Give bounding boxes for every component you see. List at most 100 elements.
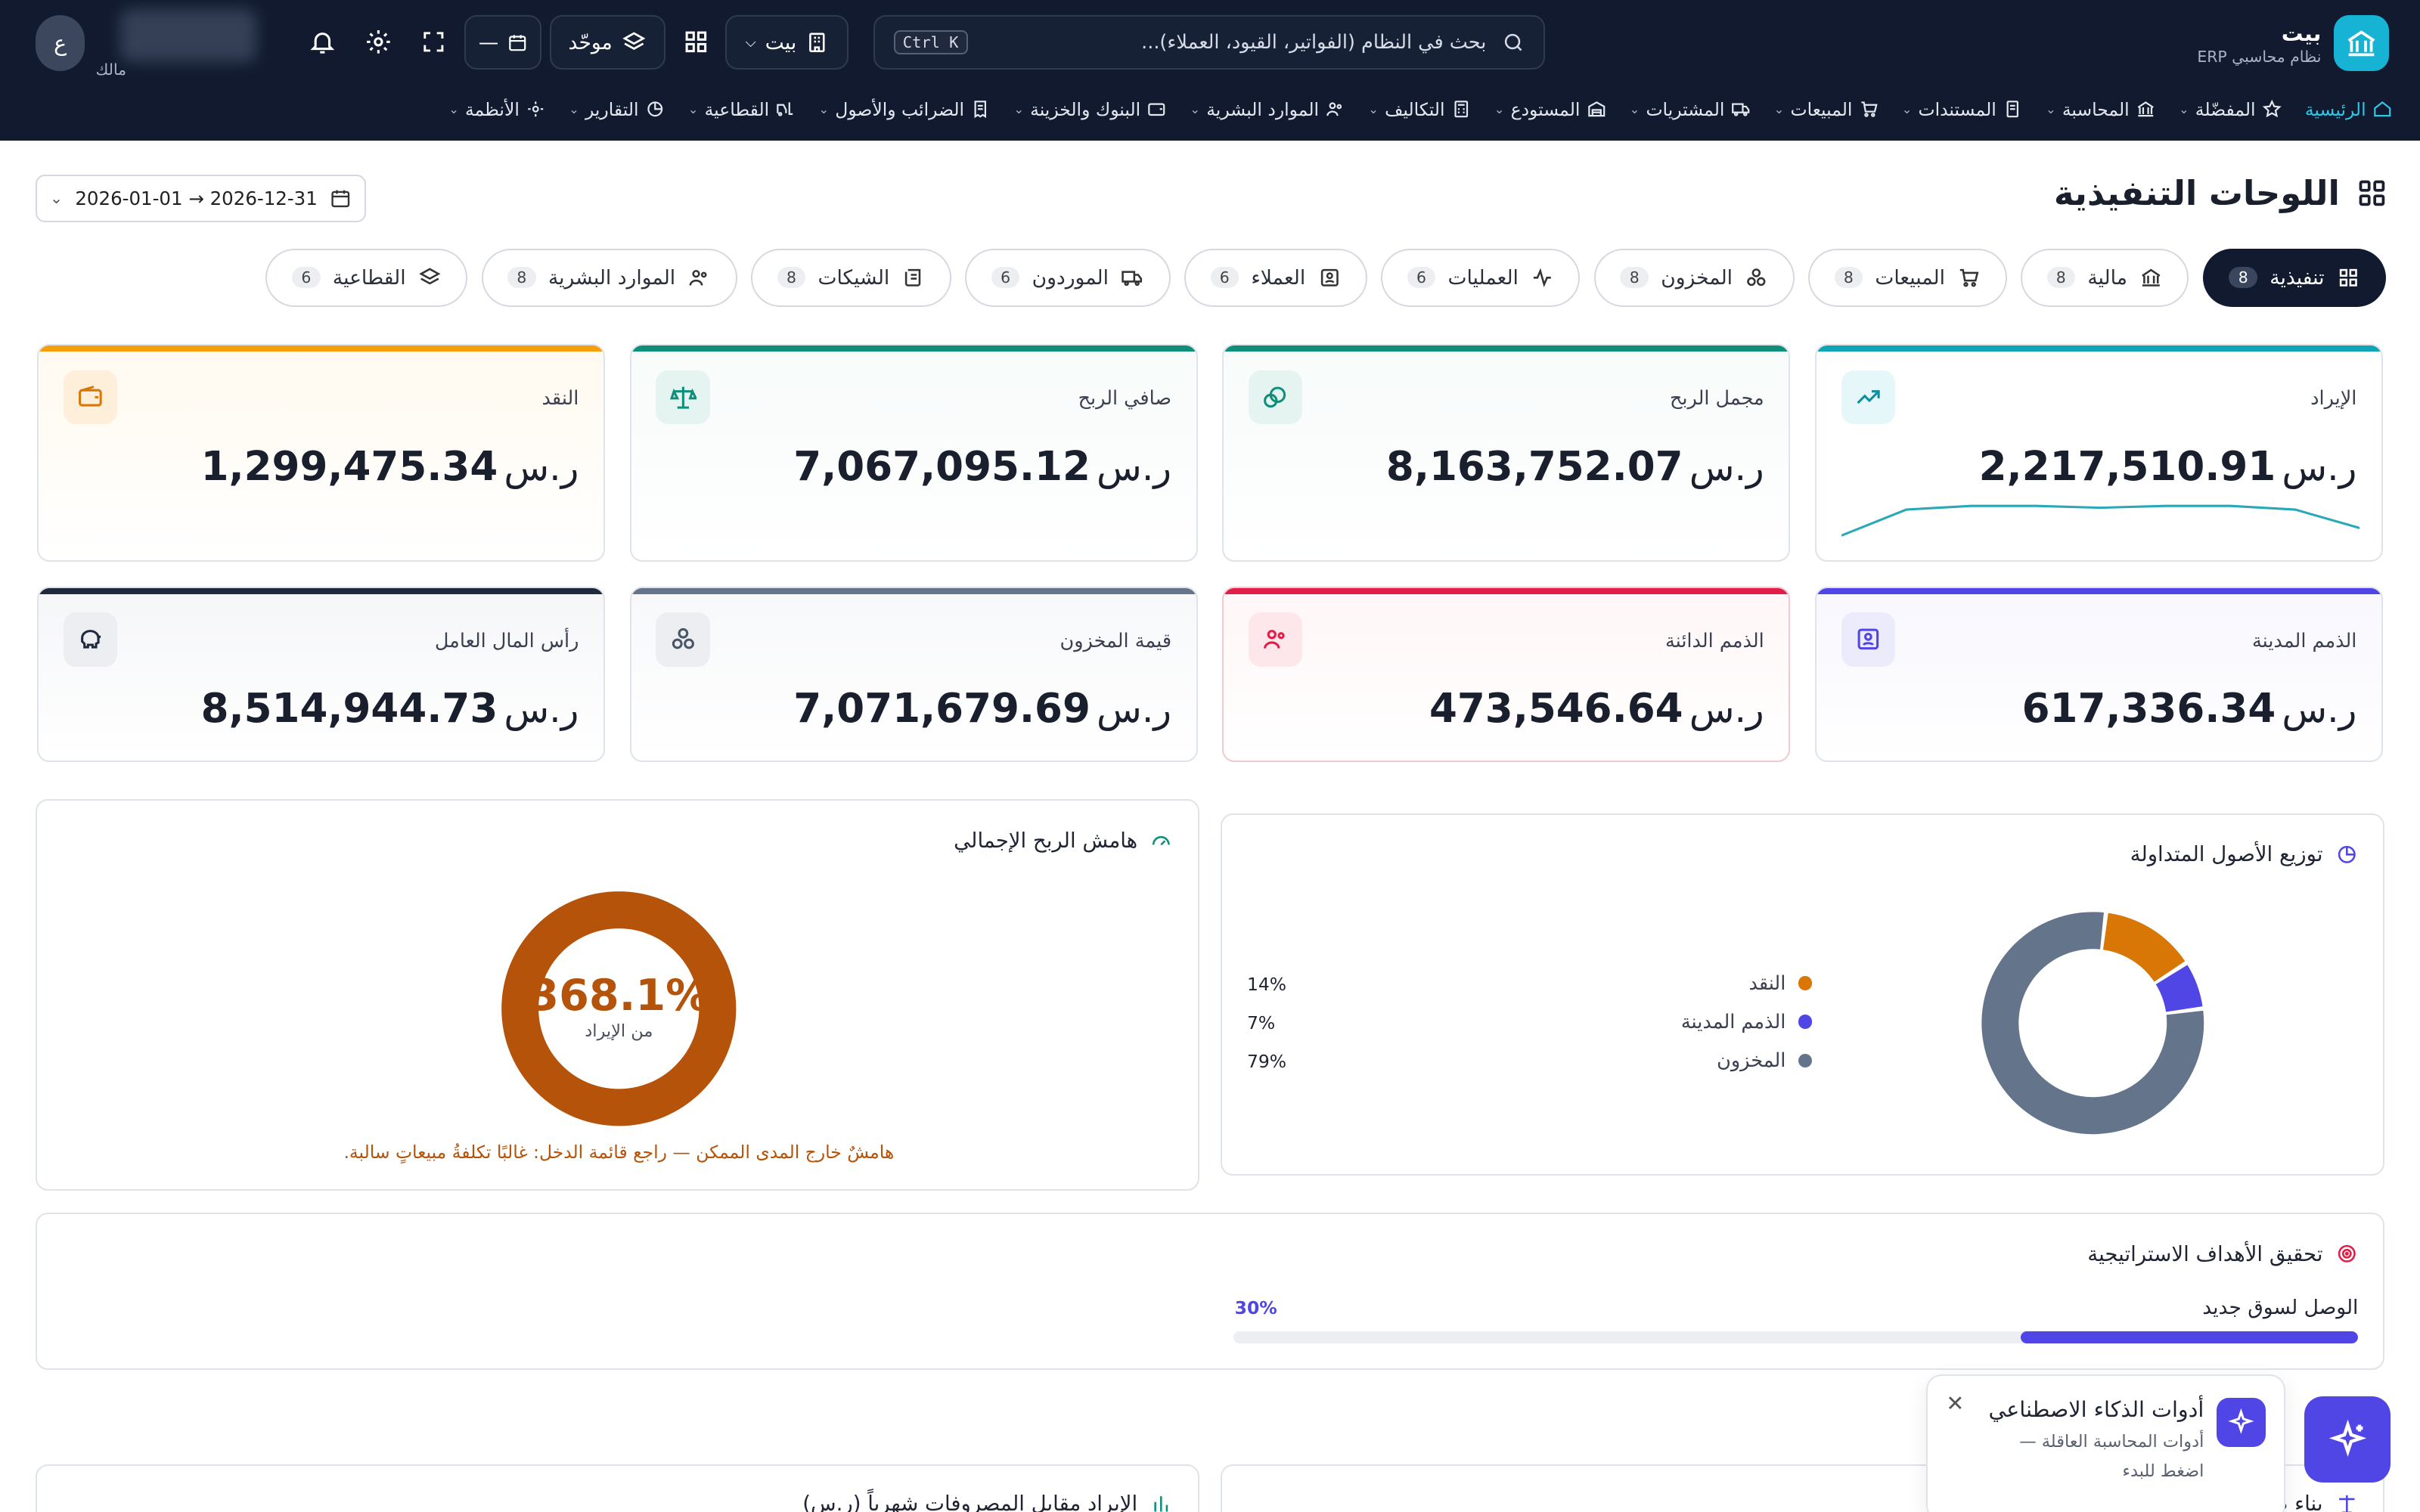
- fullscreen-icon[interactable]: [414, 22, 454, 62]
- panel-title: الإيراد مقابل المصروفات شهرياً (ر.س): [802, 1492, 1173, 1512]
- target-icon: [2335, 1242, 2359, 1266]
- kpi-label: الذمم الدائنة: [1665, 629, 1764, 652]
- chevron-down-icon: ⌄: [49, 189, 64, 208]
- chevron-down-icon: ⌄: [2046, 102, 2056, 117]
- main-nav: الرئيسية المفضّلة ⌄ المحاسبة ⌄ المستندات ⌄ …: [448, 99, 2392, 120]
- nav-item-costs[interactable]: التكاليف ⌄: [1368, 99, 1471, 120]
- nav-item-sectoral[interactable]: القطاعية ⌄: [688, 99, 796, 120]
- kpi-label: رأس المال العامل: [434, 629, 579, 652]
- kpi-accent-bar: [631, 587, 1196, 594]
- tab-customers[interactable]: العملاء 6: [1184, 248, 1367, 308]
- nav-item-hr[interactable]: الموارد البشرية ⌄: [1190, 99, 1345, 120]
- grid-icon: [2337, 266, 2360, 290]
- kpi-accent-bar: [39, 587, 604, 594]
- view-mode-button[interactable]: موحّد: [549, 15, 666, 70]
- kpi-card-inventory-value[interactable]: قيمة المخزون ر.س7,071,679.69: [629, 586, 1198, 763]
- calculator-icon: [1451, 99, 1472, 119]
- chevron-down-icon: ⌄: [448, 102, 459, 117]
- coins-icon: [1249, 370, 1303, 425]
- nav-item-home[interactable]: الرئيسية: [2305, 99, 2392, 120]
- legend-pct-inventory: 79%: [1246, 1050, 1287, 1072]
- activity-icon: [1531, 266, 1554, 290]
- donut-slice-2[interactable]: [1981, 912, 2204, 1134]
- bell-icon[interactable]: [302, 22, 343, 62]
- close-icon[interactable]: ✕: [1946, 1390, 1965, 1416]
- nav-item-taxes[interactable]: الضرائب والأصول ⌄: [818, 99, 990, 120]
- period-selector[interactable]: —: [464, 15, 542, 70]
- nav-item-systems[interactable]: الأنظمة ⌄: [448, 99, 545, 120]
- chevron-down-icon: ⌄: [687, 102, 699, 117]
- nav-item-warehouse[interactable]: المستودع ⌄: [1494, 99, 1606, 120]
- bank-icon: [2333, 15, 2390, 71]
- donut-slice-0[interactable]: [2103, 912, 2186, 982]
- gross-margin-panel: هامش الربح الإجمالي 368.1% من الإيراد ها…: [35, 799, 1199, 1191]
- tab-sectoral[interactable]: القطاعية 6: [265, 248, 468, 308]
- nav-item-documents[interactable]: المستندات ⌄: [1902, 99, 2023, 120]
- revenue-sparkline: [1841, 504, 2360, 537]
- date-range-label: 2026-01-01 → 2026-12-31: [75, 187, 318, 209]
- nav-item-banks[interactable]: البنوك والخزينة ⌄: [1013, 99, 1166, 120]
- search-input[interactable]: بحث في النظام (الفواتير، القيود، العملاء…: [1141, 31, 1487, 54]
- kpi-card-gross-profit[interactable]: مجمل الربح ر.س8,163,752.07: [1222, 344, 1791, 562]
- wallet-icon: [1146, 99, 1167, 119]
- dashboard-icon: [2355, 176, 2389, 210]
- donut-slice-1[interactable]: [2155, 965, 2203, 1012]
- tab-sales[interactable]: المبيعات 8: [1807, 248, 2007, 308]
- nav-item-reports[interactable]: التقارير ⌄: [569, 99, 665, 120]
- nav-item-favorites[interactable]: المفضّلة ⌄: [2179, 99, 2282, 120]
- kpi-card-payables[interactable]: الذمم الدائنة ر.س473,546.64: [1222, 586, 1791, 763]
- ai-assistant-button[interactable]: [2304, 1396, 2391, 1483]
- tab-financial[interactable]: مالية 8: [2020, 248, 2189, 308]
- kpi-accent-bar: [1817, 587, 2382, 594]
- avatar[interactable]: ع: [35, 15, 85, 71]
- tab-cheques[interactable]: الشيكات 8: [751, 248, 951, 308]
- kpi-card-receivables[interactable]: الذمم المدينة ر.س617,336.34: [1815, 586, 2384, 763]
- goal-progress-label: 30%: [1234, 1297, 1277, 1319]
- tab-hr[interactable]: الموارد البشرية 8: [481, 248, 737, 308]
- gear-icon[interactable]: [358, 22, 398, 62]
- company-selector[interactable]: بيت ⌵: [725, 15, 849, 70]
- kpi-accent-bar: [631, 345, 1196, 352]
- ai-tools-popup[interactable]: ✕ أدوات الذكاء الاصطناعي أدوات المحاسبة …: [1925, 1374, 2286, 1512]
- warehouse-icon: [1587, 99, 1607, 119]
- panel-title: توزيع الأصول المتداولة: [2130, 842, 2359, 866]
- tab-inventory[interactable]: المخزون 8: [1593, 248, 1795, 308]
- nav-item-accounting[interactable]: المحاسبة ⌄: [2046, 99, 2155, 120]
- tab-suppliers[interactable]: الموردون 6: [965, 248, 1171, 308]
- kpi-label: قيمة المخزون: [1060, 629, 1172, 652]
- chevron-down-icon: ⌄: [1901, 102, 1913, 117]
- kpi-label: الذمم المدينة: [2251, 629, 2357, 652]
- kpi-value: ر.س2,217,510.91: [1978, 442, 2357, 490]
- goal-progress-fill: [2021, 1331, 2359, 1344]
- apps-grid-icon[interactable]: [676, 22, 716, 62]
- cart-icon: [1859, 99, 1879, 119]
- brand[interactable]: بيت نظام محاسبي ERP: [2197, 15, 2390, 71]
- users-icon: [1249, 612, 1303, 667]
- kpi-label: النقد: [541, 387, 579, 411]
- search-box[interactable]: بحث في النظام (الفواتير، القيود، العملاء…: [873, 15, 1545, 70]
- search-shortcut: Ctrl K: [893, 30, 968, 55]
- date-range-picker[interactable]: 2026-01-01 → 2026-12-31 ⌄: [35, 174, 366, 222]
- tab-operations[interactable]: العمليات 6: [1381, 248, 1581, 308]
- nav-item-purchases[interactable]: المشتريات ⌄: [1630, 99, 1751, 120]
- strategic-goals-panel: تحقيق الأهداف الاستراتيجية الوصل لسوق جد…: [35, 1213, 2385, 1371]
- kpi-card-cash[interactable]: النقد ر.س1,299,475.34: [37, 344, 606, 562]
- margin-ring: [501, 891, 737, 1126]
- margin-warning: هامشٌ خارج المدى الممكن — راجع قائمة الد…: [343, 1142, 895, 1163]
- sparkles-icon: [2328, 1419, 2368, 1460]
- cart-icon: [1957, 266, 1981, 290]
- nav-item-sales[interactable]: المبيعات ⌄: [1774, 99, 1879, 120]
- top-bar: بيت نظام محاسبي ERP بحث في النظام (الفوا…: [0, 0, 2420, 141]
- sparkline-path: [1841, 504, 2360, 537]
- home-icon: [2372, 99, 2393, 119]
- kpi-accent-bar: [1224, 587, 1789, 594]
- legend-swatch: [1798, 976, 1812, 990]
- chevron-down-icon: ⌄: [1368, 102, 1379, 117]
- calendar-icon: [330, 187, 352, 209]
- tab-executive[interactable]: تنفيذية 8: [2202, 248, 2387, 308]
- kpi-card-net-profit[interactable]: صافي الربح ر.س7,067,095.12: [629, 344, 1198, 562]
- kpi-card-working-capital[interactable]: رأس المال العامل ر.س8,514,944.73: [37, 586, 606, 763]
- receipt-icon: [970, 99, 991, 119]
- kpi-card-revenue[interactable]: الإيراد ر.س2,217,510.91: [1815, 344, 2384, 562]
- chevron-down-icon: ⌄: [1773, 102, 1785, 117]
